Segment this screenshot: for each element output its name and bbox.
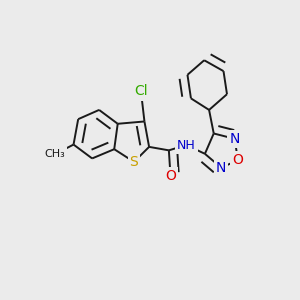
Text: Cl: Cl (134, 84, 148, 98)
Text: S: S (130, 155, 138, 169)
Text: NH: NH (177, 139, 196, 152)
Text: CH₃: CH₃ (45, 149, 65, 159)
Text: N: N (216, 161, 226, 175)
Text: N: N (230, 132, 240, 146)
Text: O: O (232, 153, 243, 167)
Text: O: O (165, 169, 176, 183)
